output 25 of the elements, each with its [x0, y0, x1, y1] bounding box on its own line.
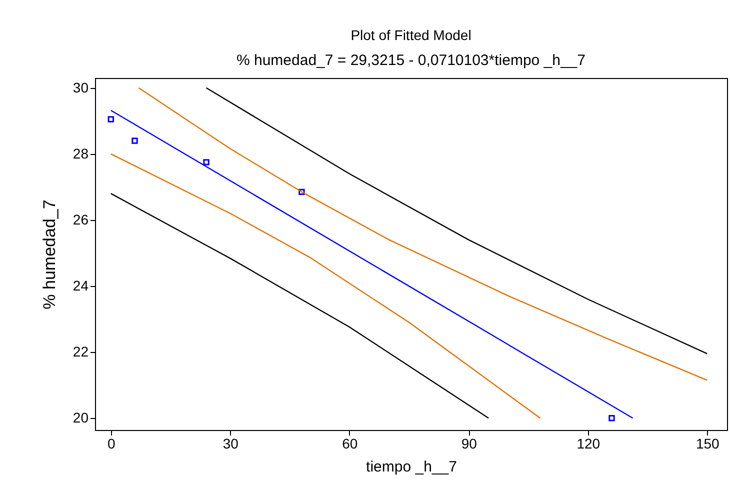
- y-tick-label: 20: [72, 410, 89, 426]
- point: [132, 138, 138, 144]
- x-axis-title: tiempo _h__7: [366, 458, 457, 476]
- point: [298, 188, 305, 196]
- point: [203, 159, 210, 166]
- x-tick-label: 30: [222, 436, 239, 452]
- point: [108, 116, 114, 122]
- x-tick-label: 0: [108, 436, 116, 452]
- y-tick-label: 24: [72, 278, 89, 294]
- x-tick-label: 60: [342, 436, 358, 452]
- y-tick-label: 22: [72, 344, 89, 360]
- line-series: [138, 87, 708, 381]
- point: [608, 415, 615, 422]
- y-tick-label: 28: [72, 145, 89, 162]
- y-tick-label: 30: [72, 79, 89, 96]
- line-series: [206, 87, 708, 354]
- line-series: [110, 192, 490, 419]
- chart-title: Plot of Fitted Model: [350, 27, 472, 43]
- line-series: [110, 153, 541, 419]
- x-tick-label: 150: [696, 436, 720, 452]
- y-axis-title: % humedad_7: [40, 200, 59, 310]
- x-tick-label: 120: [576, 436, 600, 452]
- chart-subtitle: % humedad_7 = 29,3215 - 0,0710103*tiempo _h__7: [236, 52, 586, 69]
- y-tick-label: 26: [72, 211, 89, 228]
- x-tick-label: 90: [461, 436, 478, 452]
